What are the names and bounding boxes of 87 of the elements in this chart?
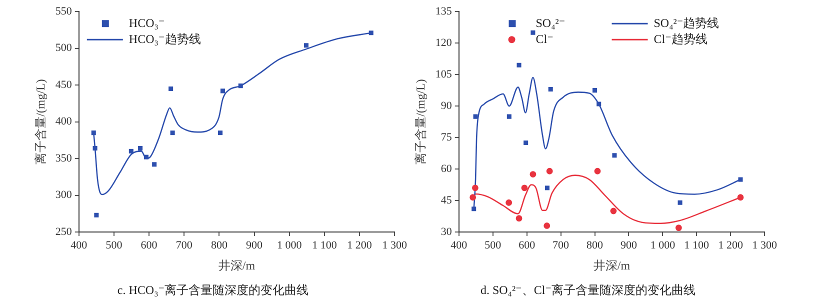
point	[168, 86, 174, 92]
point	[91, 130, 96, 136]
point	[470, 194, 476, 201]
line-series	[92, 32, 372, 196]
y-tick-label: 135	[435, 5, 452, 18]
x-tick-label: 400	[70, 239, 88, 252]
y-tick-label: 250	[55, 226, 72, 238]
x-tick-label: 1 300	[752, 239, 778, 252]
point	[530, 30, 536, 35]
x-tick-label: 1 200	[347, 239, 372, 252]
point	[144, 154, 149, 160]
point	[238, 84, 243, 88]
y-tick-label: 120	[435, 36, 452, 49]
point	[170, 130, 175, 136]
point	[220, 88, 225, 94]
y-tick-label: 75	[440, 131, 452, 144]
point	[92, 146, 98, 151]
point	[506, 114, 512, 119]
point	[94, 212, 99, 218]
x-axis-title: 井深/m	[593, 258, 631, 273]
text: c. HCO₃⁻离子含量随深度的变化曲线	[117, 282, 309, 297]
point	[594, 168, 601, 174]
x-tick-label: 600	[518, 239, 536, 252]
x-tick-label: 600	[140, 239, 158, 252]
x-tick-label: 1 100	[684, 239, 710, 252]
y-tick-label: 90	[440, 100, 452, 112]
y-tick-label: 450	[55, 78, 72, 91]
point	[737, 194, 744, 201]
y-tick-label: 550	[55, 5, 72, 18]
y-tick-label: 60	[440, 162, 452, 175]
point	[524, 140, 528, 146]
y-tick-label: 45	[440, 194, 452, 206]
y-tick-label: 300	[55, 189, 72, 202]
point	[596, 102, 602, 106]
point	[544, 186, 550, 190]
point	[738, 177, 743, 182]
x-tick-label: 700	[552, 239, 570, 252]
point	[304, 43, 308, 48]
legend-label: HCO₃⁻趋势线	[128, 32, 201, 46]
x-tick-label: 700	[176, 239, 193, 252]
legend-label: Cl⁻	[536, 32, 554, 46]
x-axis-title: 井深/m	[218, 258, 256, 273]
x-tick-label: 500	[106, 239, 123, 252]
y-axis-title: 离子含量/(mg/L)	[33, 79, 48, 164]
point	[473, 114, 478, 119]
point	[506, 199, 512, 206]
point	[612, 153, 617, 158]
point	[546, 168, 553, 174]
point	[610, 208, 617, 214]
legend-label: Cl⁻趋势线	[654, 32, 708, 46]
y-tick-label: 500	[55, 42, 72, 54]
y-tick-label: 30	[440, 226, 452, 238]
y-tick-label: 350	[55, 152, 72, 164]
point	[516, 215, 522, 222]
point	[678, 200, 682, 205]
text: d. SO₄²⁻、Cl⁻离子含量随深度的变化曲线	[480, 282, 696, 297]
point	[472, 184, 478, 192]
legend-label: SO₄²⁻趋势线	[654, 16, 720, 30]
point	[521, 184, 528, 192]
point	[592, 88, 598, 93]
y-axis-title: 离子含量/(mg/L)	[413, 79, 428, 164]
y-tick-label: 105	[435, 68, 452, 80]
x-tick-label: 800	[586, 239, 604, 252]
x-tick-label: 900	[620, 239, 638, 252]
x-tick-label: 500	[484, 239, 502, 252]
point	[544, 222, 550, 229]
point	[218, 130, 223, 136]
point	[516, 62, 522, 68]
point	[548, 87, 553, 92]
x-tick-label: 800	[210, 239, 228, 252]
legend-label: HCO₃⁻	[128, 16, 165, 30]
point	[138, 146, 143, 151]
x-tick-label: 400	[450, 239, 468, 252]
point	[675, 224, 682, 231]
x-tick-label: 900	[246, 239, 264, 252]
x-tick-label: 1 000	[277, 239, 302, 252]
legend-label: SO₄²⁻	[536, 16, 566, 30]
x-tick-label: 1 100	[312, 239, 338, 252]
y-tick-label: 400	[55, 116, 72, 128]
point	[368, 30, 374, 36]
point	[472, 206, 476, 212]
point	[128, 148, 134, 154]
x-tick-label: 1 300	[382, 239, 408, 252]
x-tick-label: 1 000	[650, 239, 676, 252]
x-tick-label: 1 200	[718, 239, 744, 252]
point	[152, 162, 157, 167]
point	[530, 171, 536, 178]
